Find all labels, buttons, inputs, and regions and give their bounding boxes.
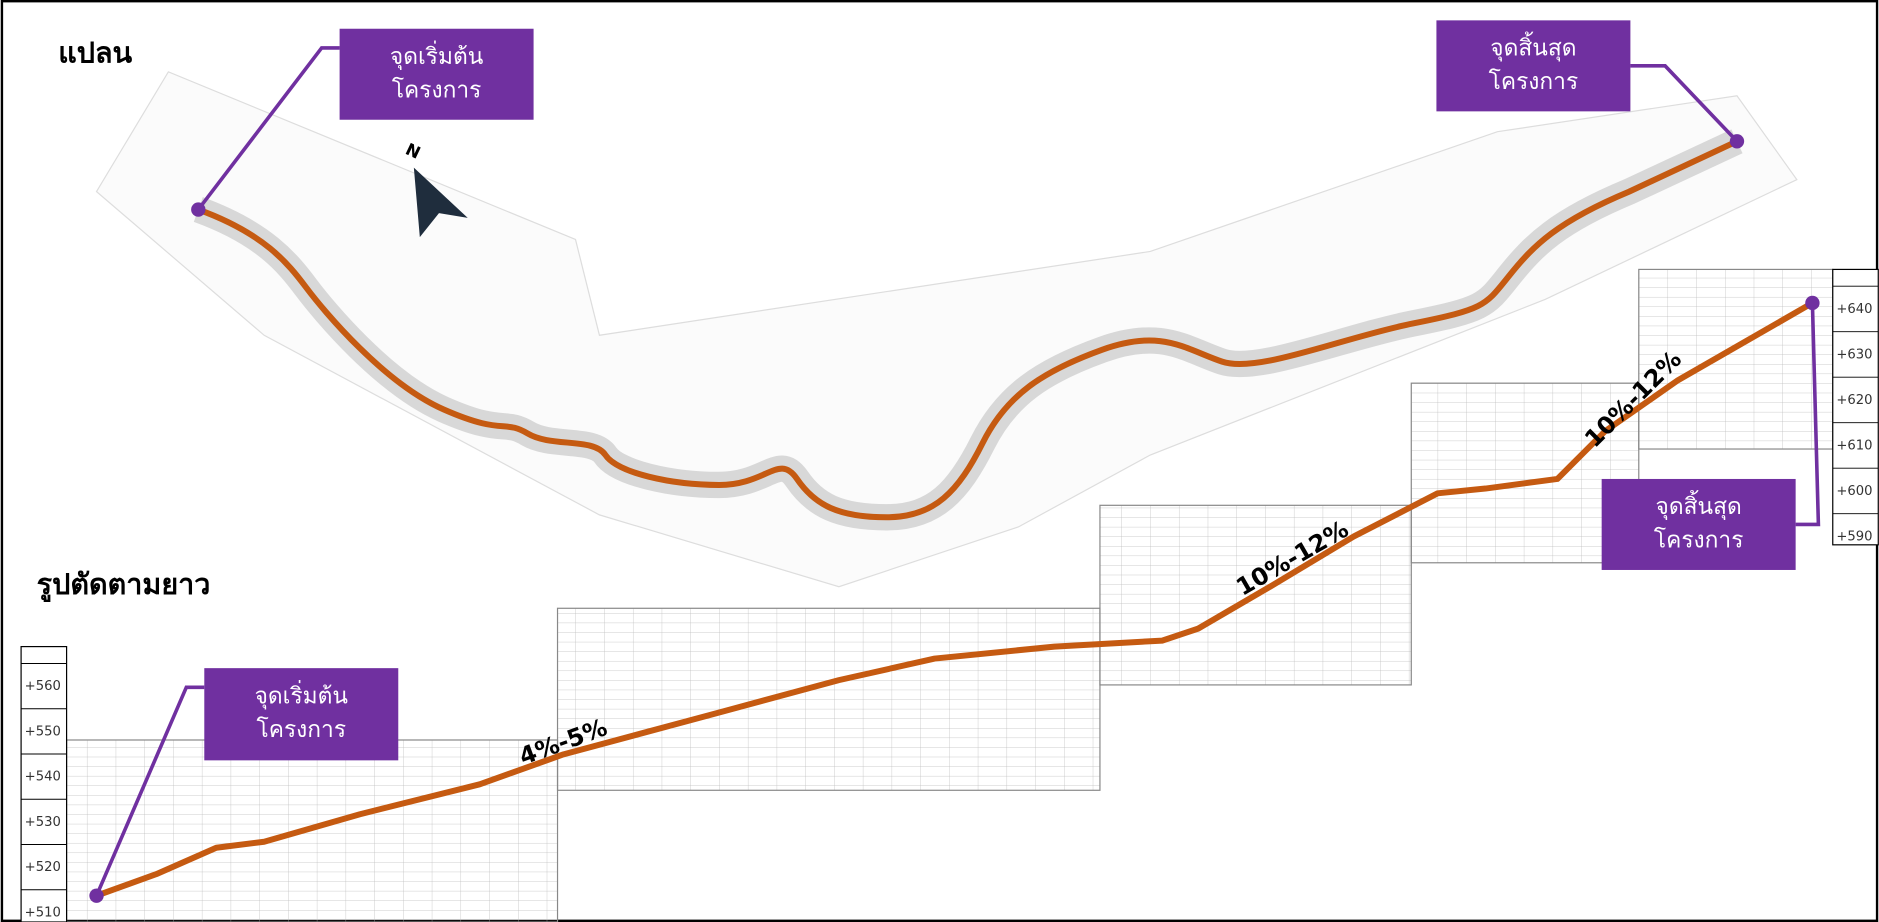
scale-label: +510 [25,905,61,920]
callout-text: จุดเริ่มต้น [255,679,348,709]
callout-text: จุดสิ้นสุด [1490,32,1576,62]
plan-sheet [95,71,1798,588]
scale-label: +530 [25,815,61,830]
scale-label: +590 [1836,529,1872,544]
callout-box [1436,20,1631,112]
scale-label: +630 [1836,347,1872,362]
scale-label: +560 [25,679,61,694]
scale-label: +640 [1836,302,1872,317]
callout-text: โครงการ [257,716,347,743]
callout-text: จุดสิ้นสุด [1656,490,1742,520]
callout-box [204,668,399,761]
profile-sheet [556,607,1101,791]
callout-text: จุดเริ่มต้น [390,40,483,70]
leaders [94,46,1821,897]
plan-title: แปลน [58,35,132,69]
north-arrow [413,167,468,238]
points [89,134,1820,903]
left-scale [20,645,68,922]
scale-label: +540 [25,770,61,785]
profile-sheet [1410,382,1640,564]
callout-box [1601,478,1796,570]
scale-label: +520 [25,860,61,875]
callout-box [339,28,534,120]
scale-label: +550 [25,724,61,739]
callout-text: โครงการ [392,77,482,104]
profile-sheet [1638,268,1834,450]
scale-label: +600 [1836,484,1872,499]
scale-label: +610 [1836,438,1872,453]
right-scale [1832,268,1879,546]
profile-road [95,300,1814,899]
callout-text: โครงการ [1489,68,1579,95]
callout-text: โครงการ [1654,527,1744,554]
plan-road [197,138,1739,521]
scale-label: +620 [1836,393,1872,408]
profile-title: รูปตัดตามยาว [37,567,211,602]
